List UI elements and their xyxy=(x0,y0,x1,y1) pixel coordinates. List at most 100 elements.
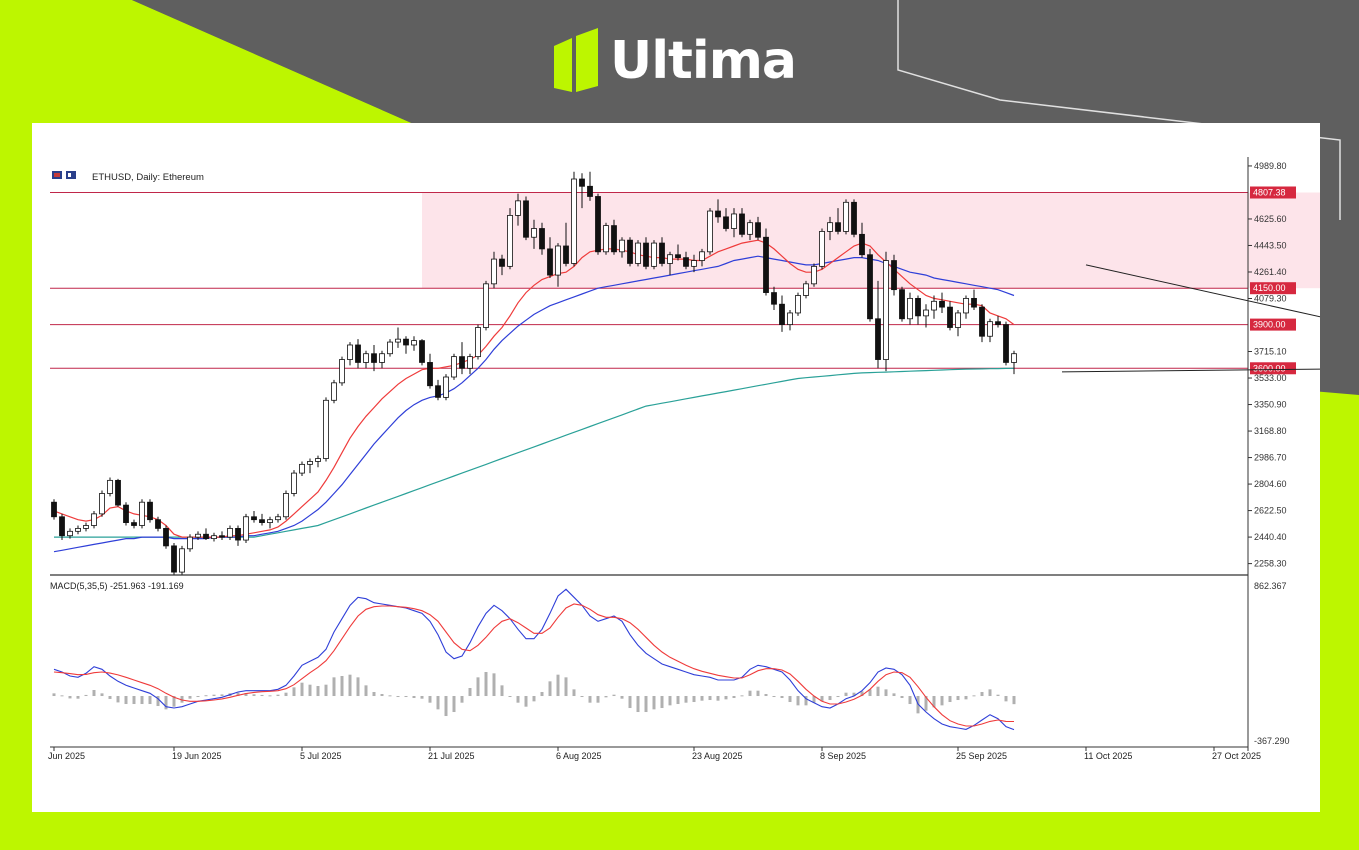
level-badge xyxy=(1250,282,1296,295)
macd-histogram-bar xyxy=(596,696,600,703)
macd-histogram-bar xyxy=(580,696,584,698)
candle-body xyxy=(587,185,593,197)
candle-body xyxy=(995,321,1001,325)
candle-body xyxy=(307,461,313,465)
candle-body xyxy=(275,516,281,521)
candle-body xyxy=(651,242,657,267)
macd-histogram-bar xyxy=(652,696,656,710)
level-badge xyxy=(1250,362,1296,375)
candle-body xyxy=(139,501,145,526)
candle-body xyxy=(227,528,233,538)
candle-body xyxy=(643,242,649,267)
candle-body xyxy=(379,353,385,363)
x-tick-label: Jun 2025 xyxy=(48,751,85,761)
macd-histogram-bar xyxy=(636,696,640,713)
macd-histogram-bar xyxy=(684,696,688,703)
x-tick-label: 6 Aug 2025 xyxy=(556,751,602,761)
macd-histogram-bar xyxy=(484,672,488,697)
candle-body xyxy=(691,260,697,267)
macd-histogram-bar xyxy=(180,696,184,703)
x-tick-label: 25 Sep 2025 xyxy=(956,751,1007,761)
macd-histogram-bar xyxy=(172,696,176,707)
x-tick-label: 27 Oct 2025 xyxy=(1212,751,1261,761)
candle-body xyxy=(155,519,161,529)
macd-histogram-bar xyxy=(404,696,408,698)
candle-body xyxy=(51,501,57,518)
trendline xyxy=(1061,368,1320,373)
macd-histogram-bar xyxy=(500,685,504,697)
macd-histogram-bar xyxy=(716,696,720,701)
candle-body xyxy=(619,239,625,253)
macd-histogram-bar xyxy=(612,694,616,697)
candle-body xyxy=(915,297,921,317)
symbol-label: ETHUSD, Daily: Ethereum xyxy=(92,172,204,183)
macd-label: MACD(5,35,5) -251.963 -191.169 xyxy=(50,581,184,591)
candle-body xyxy=(83,525,89,529)
macd-histogram-bar xyxy=(132,696,136,705)
macd-histogram-bar xyxy=(756,690,760,697)
trendline xyxy=(1085,264,1320,318)
level-label: 4150.00 xyxy=(1253,283,1286,293)
macd-histogram-bar xyxy=(548,681,552,697)
macd-histogram-bar xyxy=(932,696,936,708)
macd-histogram-bar xyxy=(524,696,528,707)
candle-body xyxy=(979,306,985,337)
candle-body xyxy=(195,533,201,538)
macd-histogram-bar xyxy=(204,695,208,697)
candle-body xyxy=(235,528,241,541)
macd-histogram-bar xyxy=(868,689,872,697)
candle-body xyxy=(947,306,953,328)
macd-histogram-bar xyxy=(300,682,304,697)
candle-body xyxy=(347,344,353,360)
candle-body xyxy=(843,201,849,232)
candle-body xyxy=(171,545,177,573)
candle-body xyxy=(419,340,425,363)
candle-body xyxy=(387,341,393,355)
macd-histogram-bar xyxy=(380,694,384,697)
candle-body xyxy=(635,242,641,264)
candle-body xyxy=(459,356,465,369)
candle-body xyxy=(779,303,785,325)
brand-name: Ultima xyxy=(610,31,797,91)
macd-line xyxy=(53,588,1015,731)
candle-body xyxy=(859,233,865,256)
macd-histogram-bar xyxy=(292,687,296,697)
macd-histogram-bar xyxy=(700,696,704,701)
candle-body xyxy=(371,353,377,363)
macd-histogram-bar xyxy=(820,696,824,702)
candle-body xyxy=(435,385,441,398)
candle-body xyxy=(203,533,209,540)
candle-body xyxy=(243,516,249,541)
level-label: 3900.00 xyxy=(1253,320,1286,330)
macd-signal-line xyxy=(53,603,1015,727)
candle-body xyxy=(603,225,609,253)
candle-body xyxy=(395,338,401,343)
x-tick-label: 21 Jul 2025 xyxy=(428,751,475,761)
macd-histogram-bar xyxy=(324,684,328,697)
candle-body xyxy=(91,513,97,526)
macd-histogram-bar xyxy=(668,696,672,706)
macd-histogram-bar xyxy=(900,696,904,699)
brand-logo: Ultima xyxy=(552,26,797,96)
macd-histogram-bar xyxy=(532,696,536,702)
candle-body xyxy=(507,215,513,267)
candle-body xyxy=(675,254,681,259)
macd-histogram-bar xyxy=(556,674,560,697)
macd-histogram-bar xyxy=(772,696,776,698)
macd-histogram-bar xyxy=(956,696,960,701)
macd-histogram-bar xyxy=(356,677,360,697)
y-tick-label: 4989.80 xyxy=(1254,161,1287,171)
candle-body xyxy=(731,213,737,229)
candle-body xyxy=(267,519,273,523)
candle-body xyxy=(707,210,713,253)
brand-mark-icon xyxy=(554,28,598,92)
candle-body xyxy=(667,254,673,264)
candle-body xyxy=(411,340,417,346)
macd-histogram-bar xyxy=(116,696,120,703)
macd-histogram-bar xyxy=(876,686,880,697)
macd-histogram-bar xyxy=(844,692,848,697)
candle-body xyxy=(819,231,825,267)
candle-body xyxy=(755,222,761,238)
y-tick-label: 4443.50 xyxy=(1254,240,1287,250)
outline-decor xyxy=(897,0,1341,220)
